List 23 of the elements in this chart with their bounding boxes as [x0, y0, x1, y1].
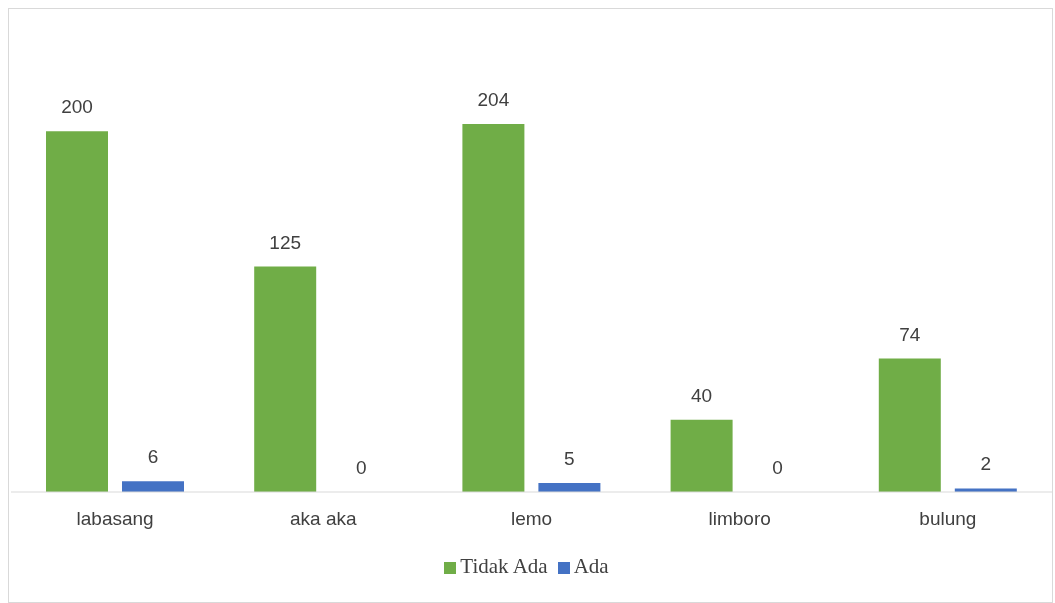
x-tick-label: lemo: [510, 508, 553, 530]
bar: [462, 124, 525, 492]
data-label: 2: [980, 453, 992, 475]
bar: [670, 419, 733, 492]
data-label: 6: [147, 446, 159, 468]
data-label: 40: [691, 384, 713, 406]
bar: [254, 266, 317, 492]
data-label: 200: [61, 96, 93, 118]
x-tick-label: bulung: [919, 508, 977, 530]
legend-label: Tidak Ada: [460, 554, 548, 578]
data-label: 5: [564, 447, 575, 469]
data-label: 0: [355, 456, 367, 478]
data-label: 125: [269, 231, 302, 253]
bar: [46, 131, 108, 492]
x-tick-label: labasang: [76, 508, 154, 530]
legend-label: Ada: [573, 554, 609, 578]
x-tick-label: aka aka: [290, 508, 358, 530]
data-label: 0: [772, 456, 783, 478]
data-label: 204: [477, 89, 510, 110]
bar: [878, 358, 941, 492]
data-label: 74: [899, 323, 921, 345]
x-tick-label: limboro: [708, 508, 771, 530]
bar: [122, 481, 184, 492]
